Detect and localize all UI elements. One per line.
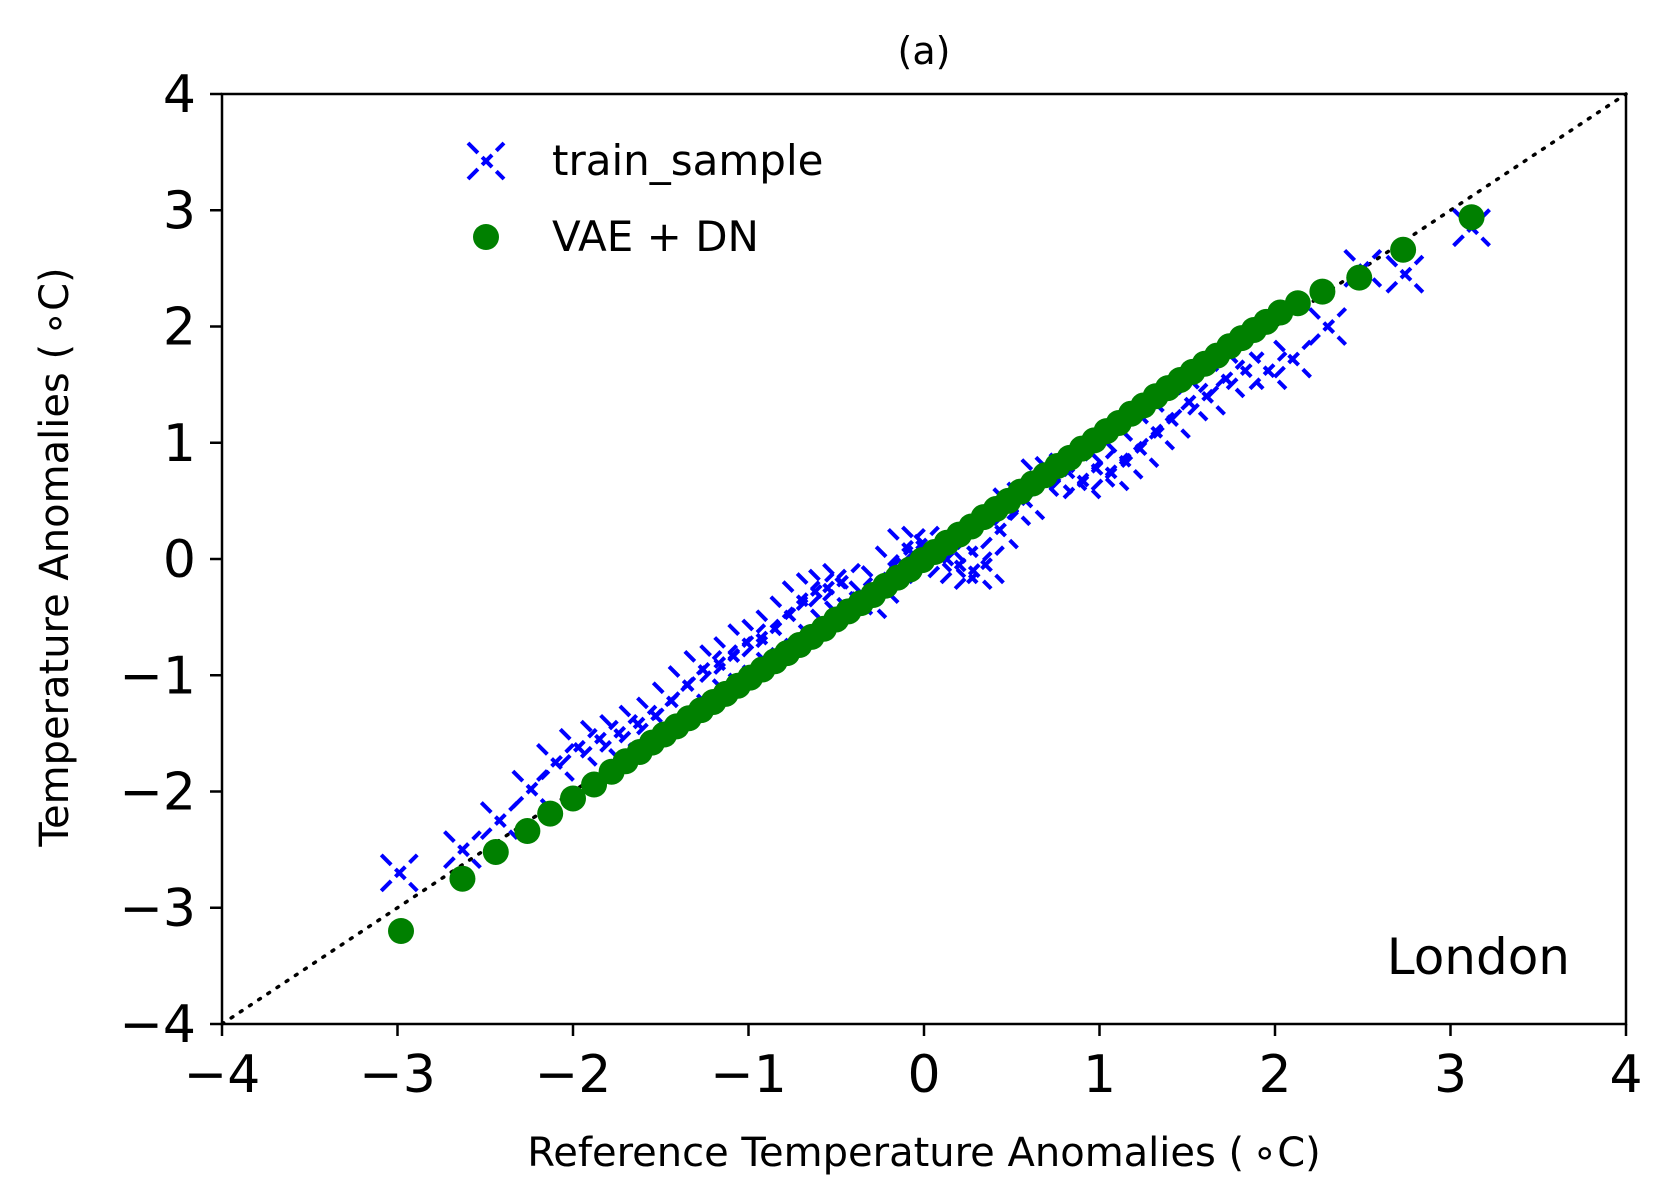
y-tick-label: 1 [163,414,196,474]
city-annotation: London [1387,928,1570,986]
vae-dn-point [514,818,541,845]
y-tick-label: −4 [119,995,196,1055]
train-sample-point [1273,339,1312,379]
train-sample-point [536,743,575,782]
train-sample-marker [536,743,575,782]
train-sample-point [1308,307,1348,346]
train-sample-marker [1248,351,1288,391]
train-sample-marker [953,551,993,591]
legend-entry-train-sample: train_sample [466,136,823,185]
train-sample-marker [379,853,419,893]
train-sample-point [1385,254,1425,294]
vae-dn-point [449,865,476,892]
legend-marker-train-sample [466,141,506,181]
x-axis-label: Reference Temperature Anomalies ( ∘C) [527,1130,1320,1176]
train-sample-point [1104,440,1144,480]
vae-dn-point [1284,290,1311,317]
x-tick-label: 1 [1083,1045,1116,1105]
x-tick-label: −2 [535,1045,612,1105]
train-sample-point [379,853,419,893]
train-sample-point [683,650,723,689]
train-sample-marker [683,650,723,689]
train-sample-point [479,801,519,840]
train-sample-point [1248,351,1288,391]
train-sample-point [795,572,835,611]
train-sample-marker [479,801,519,840]
y-tick-label: −3 [119,879,196,939]
axes: −4 −3 −2 −1 0 1 2 3 4 −4 −3 −2 −1 0 1 2 3 4 [119,65,1642,1105]
vae-dn-point [560,785,586,812]
vae-dn-series [388,204,1485,944]
train-sample-marker [1136,411,1176,451]
vae-dn-point [482,838,509,865]
train-sample-marker [966,545,1005,585]
train-sample-marker [558,727,598,767]
vae-dn-point [1309,278,1336,305]
legend-label-train-sample: train_sample [552,136,823,185]
vae-dn-point [1458,204,1485,231]
train-sample-point [558,727,598,767]
train-sample-point [579,719,619,759]
train-sample-marker [727,623,767,663]
train-sample-point [808,568,847,608]
y-tick-label: 3 [163,181,196,241]
x-tick-label: 4 [1609,1045,1642,1105]
x-tick-label: −1 [710,1045,787,1105]
x-tick-label: 3 [1434,1045,1467,1105]
legend-entry-vae-dn: VAE + DN [473,212,759,261]
train-sample-marker [1273,339,1312,379]
vae-dn-point [537,800,564,827]
train-sample-point [966,545,1005,585]
train-sample-marker [1308,307,1348,346]
vae-dn-point [388,918,415,944]
train-sample-marker [1385,254,1425,294]
x-tick-label: −3 [359,1045,436,1105]
train-sample-point [443,830,482,870]
y-axis-label: Temperature Anomalies ( ∘C) [32,267,78,847]
vae-dn-point [1346,264,1373,291]
legend: train_sample VAE + DN [466,136,823,261]
chart-title: (a) [898,29,951,73]
legend-marker-vae-dn [473,224,499,250]
x-tick-label: 0 [907,1045,940,1105]
train-sample-marker [443,830,482,870]
train-sample-marker [1104,440,1144,480]
x-tick-label: 2 [1258,1045,1291,1105]
y-tick-label: 0 [163,530,196,590]
vae-dn-point [1390,236,1417,263]
train-sample-marker [579,719,619,759]
train-sample-marker [808,568,847,608]
x-tick-label: −4 [184,1045,261,1105]
train-sample-point [953,551,993,591]
legend-label-vae-dn: VAE + DN [552,212,759,261]
train-sample-point [727,623,767,663]
train-sample-marker [795,572,835,611]
y-tick-label: −2 [119,763,196,823]
y-tick-label: 2 [163,298,196,358]
y-tick-label: −1 [119,646,196,706]
train-sample-point [1136,411,1176,451]
y-tick-label: 4 [163,65,196,125]
